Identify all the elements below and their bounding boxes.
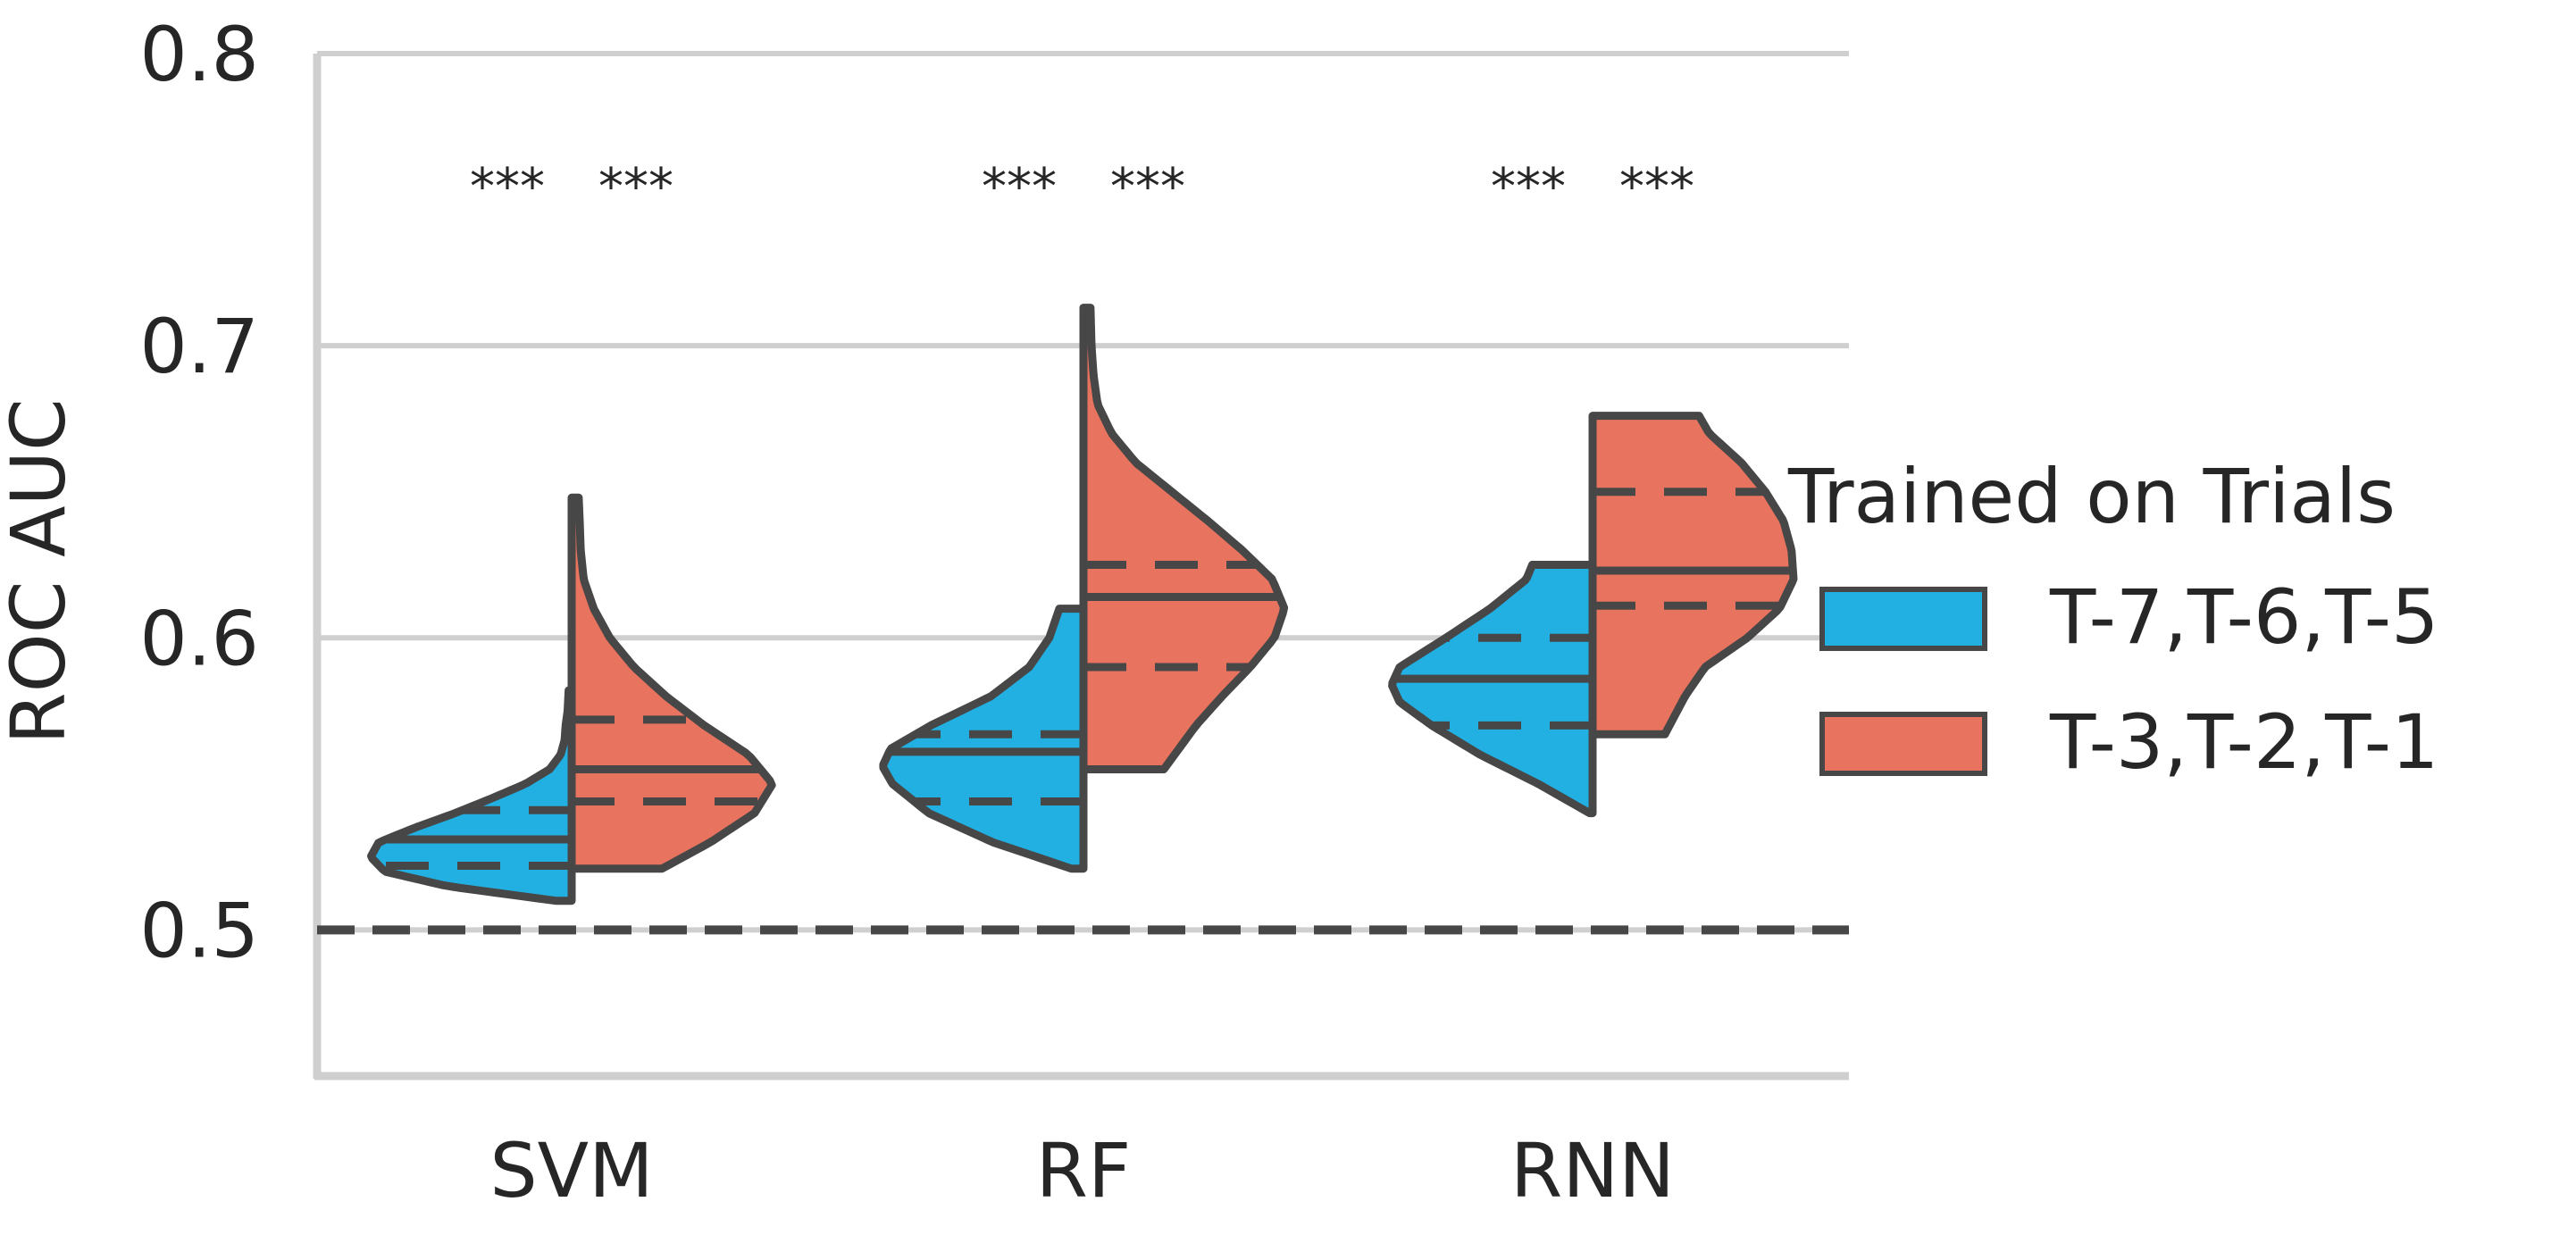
y-axis-label: ROC AUC bbox=[0, 398, 82, 744]
violin-half bbox=[567, 493, 776, 873]
violin-half bbox=[879, 605, 1088, 873]
legend-label: T-7,T-6,T-5 bbox=[2049, 573, 2438, 661]
significance-marker: *** bbox=[470, 158, 545, 216]
significance-marker: *** bbox=[982, 158, 1057, 216]
y-tick-labels: 0.5 0.6 0.7 0.8 bbox=[139, 11, 259, 974]
legend-swatch bbox=[1819, 712, 1987, 776]
significance-marker: *** bbox=[598, 158, 673, 216]
x-tick-label: SVM bbox=[489, 1127, 653, 1214]
significance-annotations: *** *** *** *** *** *** bbox=[470, 158, 1694, 216]
significance-marker: *** bbox=[1619, 158, 1694, 216]
y-tick-label: 0.8 bbox=[139, 11, 259, 98]
x-tick-labels: SVM RF RNN bbox=[489, 1127, 1675, 1214]
violin-half bbox=[1588, 412, 1798, 738]
violin-half bbox=[367, 686, 576, 905]
legend-title: Trained on Trials bbox=[1787, 453, 2396, 540]
violins bbox=[367, 304, 1798, 905]
y-tick-label: 0.7 bbox=[139, 303, 259, 390]
legend-swatch bbox=[1819, 587, 1987, 651]
y-tick-label: 0.6 bbox=[139, 595, 259, 682]
y-tick-label: 0.5 bbox=[139, 887, 259, 974]
violin-half bbox=[1388, 561, 1597, 818]
axes bbox=[313, 54, 1849, 1081]
x-tick-label: RF bbox=[1036, 1127, 1132, 1214]
violin-half bbox=[1079, 304, 1289, 773]
legend: Trained on Trials T-7,T-6,T-5 T-3,T-2,T-1 bbox=[1787, 453, 2438, 786]
legend-label: T-3,T-2,T-1 bbox=[2049, 698, 2438, 786]
significance-marker: *** bbox=[1110, 158, 1185, 216]
x-tick-label: RNN bbox=[1510, 1127, 1675, 1214]
significance-marker: *** bbox=[1491, 158, 1566, 216]
